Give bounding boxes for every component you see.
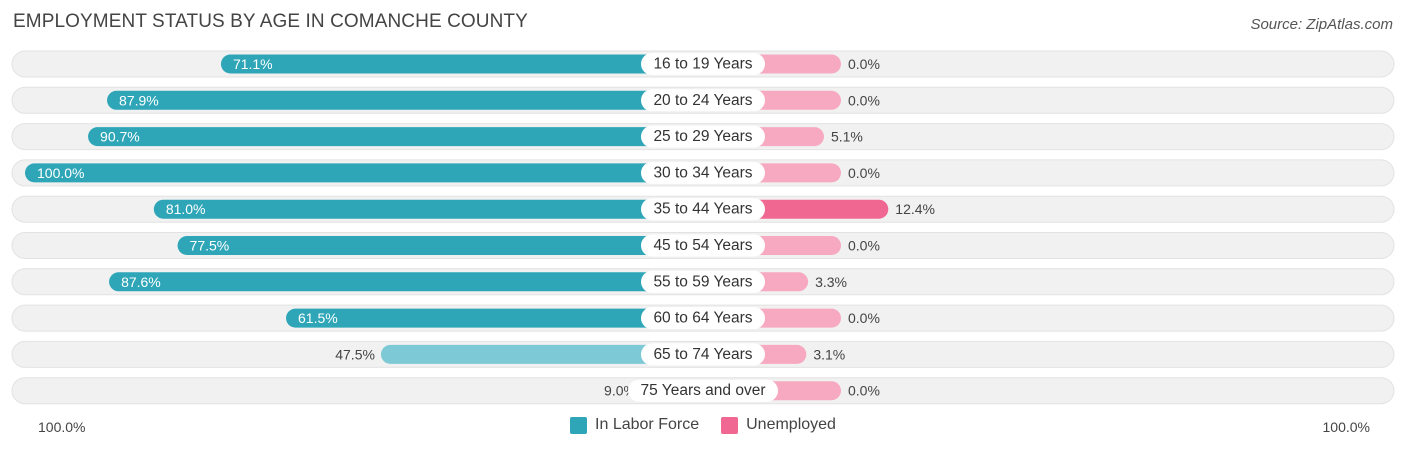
- labor-force-value-label: 61.5%: [298, 310, 338, 326]
- employment-chart: 71.1% 0.0% 16 to 19 Years 87.9% 0.0% 20 to 24…: [11, 50, 1395, 405]
- category-pill: [641, 270, 765, 293]
- legend: In Labor Force Unemployed: [0, 416, 1406, 434]
- unemployed-value-label: 0.0%: [848, 165, 880, 181]
- unemployed-value-label: 3.1%: [813, 346, 845, 362]
- labor-force-value-label: 87.9%: [119, 92, 159, 108]
- category-label: 45 to 54 Years: [653, 237, 752, 254]
- category-label: 16 to 19 Years: [653, 56, 752, 73]
- unemployed-value-label: 5.1%: [831, 129, 863, 145]
- legend-label-labor-force: In Labor Force: [595, 416, 700, 433]
- unemployed-value-label: 0.0%: [848, 238, 880, 254]
- labor-force-value-label: 77.5%: [190, 238, 230, 254]
- labor-force-value-label: 90.7%: [100, 129, 140, 145]
- labor-force-bar: [177, 236, 704, 255]
- labor-force-value-label: 71.1%: [233, 56, 273, 72]
- category-label: 75 Years and over: [641, 382, 766, 399]
- labor-force-bar: [107, 90, 703, 110]
- labor-force-bar: [25, 163, 703, 183]
- category-pill: [641, 307, 765, 330]
- legend-label-unemployed: Unemployed: [746, 416, 836, 433]
- left-axis-label: 100.0%: [38, 419, 86, 435]
- category-label: 55 to 59 Years: [653, 273, 752, 290]
- legend-swatch-unemployed: [721, 416, 739, 434]
- category-pill: [641, 53, 765, 75]
- labor-force-value-label: 81.0%: [166, 201, 206, 217]
- category-label: 60 to 64 Years: [653, 310, 752, 327]
- category-pill: [628, 379, 778, 402]
- labor-force-value-label: 47.5%: [335, 346, 375, 362]
- unemployed-value-label: 0.0%: [848, 310, 880, 326]
- labor-force-bar: [88, 127, 703, 147]
- category-pill: [641, 234, 765, 257]
- labor-force-bar: [380, 344, 703, 364]
- legend-swatch-labor-force: [570, 416, 588, 434]
- legend-item-labor-force: In Labor Force: [570, 416, 699, 434]
- labor-force-bar: [109, 272, 703, 292]
- unemployed-value-label: 0.0%: [848, 383, 880, 399]
- legend-item-unemployed: Unemployed: [721, 416, 836, 434]
- category-pill: [641, 343, 765, 366]
- category-label: 25 to 29 Years: [653, 128, 752, 145]
- category-pill: [641, 161, 765, 184]
- labor-force-value-label: 100.0%: [37, 165, 84, 181]
- labor-force-value-label: 87.6%: [121, 274, 161, 290]
- category-pill: [641, 89, 765, 112]
- category-label: 30 to 34 Years: [653, 164, 752, 181]
- category-label: 20 to 24 Years: [653, 92, 752, 109]
- labor-force-bar: [153, 199, 703, 219]
- chart-title: EMPLOYMENT STATUS BY AGE IN COMANCHE COU…: [13, 11, 528, 32]
- category-label: 35 to 44 Years: [653, 201, 752, 218]
- labor-force-value-label: 9.0%: [604, 383, 636, 399]
- category-pill: [641, 198, 765, 221]
- unemployed-value-label: 0.0%: [848, 56, 880, 72]
- right-axis-label: 100.0%: [1322, 419, 1370, 435]
- labor-force-bar: [286, 308, 703, 328]
- unemployed-value-label: 3.3%: [815, 274, 847, 290]
- unemployed-value-label: 12.4%: [895, 201, 935, 217]
- labor-force-bar: [220, 54, 703, 74]
- category-pill: [641, 125, 765, 148]
- unemployed-value-label: 0.0%: [848, 92, 880, 108]
- source-credit: Source: ZipAtlas.com: [1250, 16, 1393, 33]
- category-label: 65 to 74 Years: [653, 346, 752, 363]
